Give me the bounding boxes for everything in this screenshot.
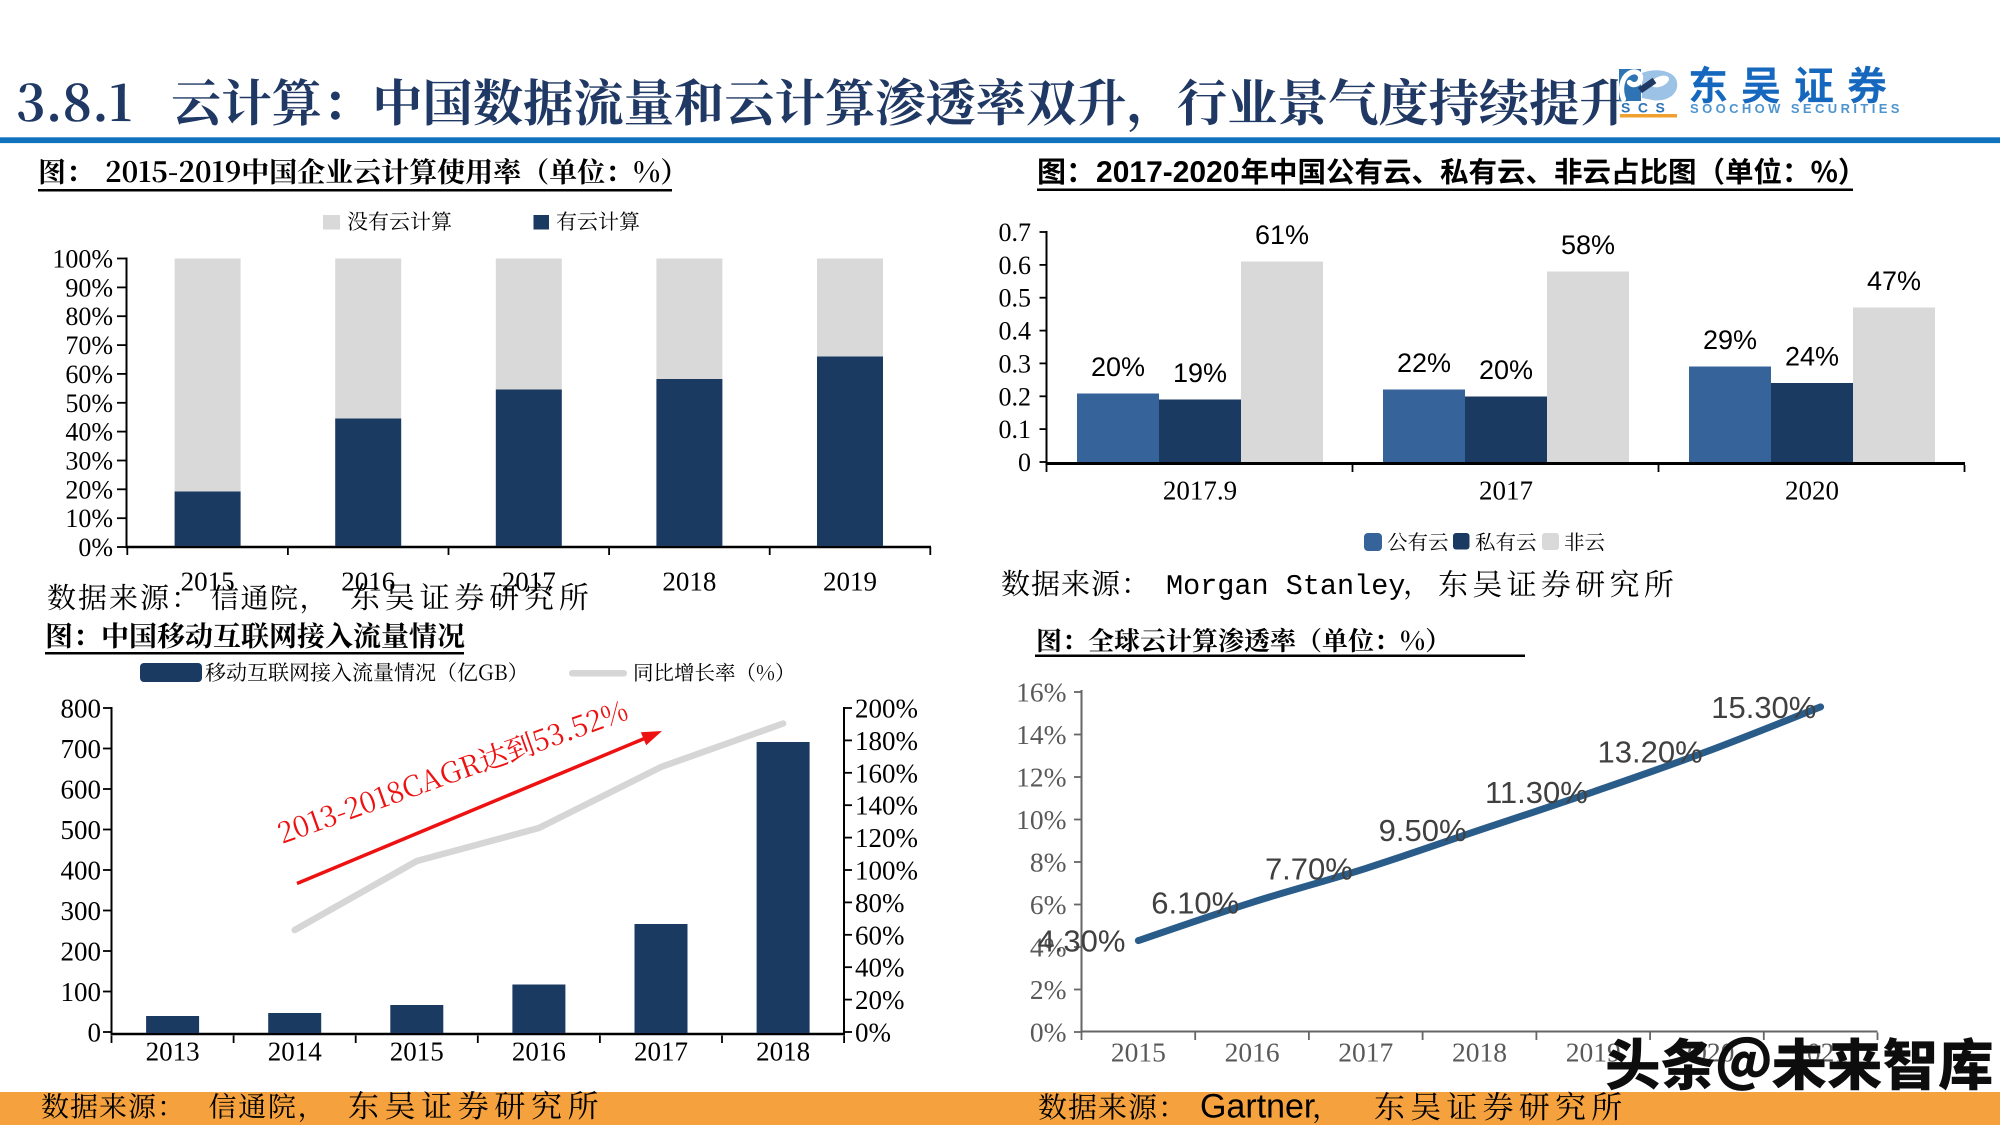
svg-text:6.10%: 6.10% [1151,885,1239,920]
svg-text:200%: 200% [855,694,918,724]
svg-text:2016: 2016 [512,1037,566,1067]
svg-text:2018: 2018 [756,1037,810,1067]
svg-text:100%: 100% [855,856,918,886]
svg-text:50%: 50% [65,389,113,418]
svg-text:700: 700 [61,734,102,764]
svg-text:15.30%: 15.30% [1711,690,1816,725]
svg-text:60%: 60% [65,360,113,389]
svg-text:40%: 40% [855,953,905,983]
svg-text:29%: 29% [1703,325,1757,355]
svg-text:19%: 19% [1173,358,1227,388]
svg-text:2019: 2019 [823,567,877,597]
svg-text:0.5: 0.5 [999,284,1032,313]
svg-text:800: 800 [61,694,102,724]
svg-text:100: 100 [61,977,102,1007]
svg-text:2013: 2013 [146,1037,200,1067]
svg-text:8%: 8% [1030,847,1067,878]
svg-text:0.6: 0.6 [999,251,1032,280]
svg-text:20%: 20% [65,475,113,504]
svg-text:600: 600 [61,775,102,805]
svg-text:0: 0 [1018,448,1031,477]
svg-text:180%: 180% [855,726,918,756]
svg-text:2018: 2018 [662,567,716,597]
svg-text:300: 300 [61,896,102,926]
svg-text:20%: 20% [1479,355,1533,385]
svg-text:6%: 6% [1030,889,1067,920]
svg-text:58%: 58% [1561,230,1615,260]
svg-text:0%: 0% [1030,1017,1067,1048]
svg-text:160%: 160% [855,758,918,788]
svg-text:2017: 2017 [1338,1037,1393,1068]
svg-text:61%: 61% [1255,220,1309,250]
svg-text:2018: 2018 [1452,1037,1507,1068]
svg-text:0%: 0% [78,533,113,562]
svg-text:2%: 2% [1030,974,1067,1005]
svg-text:2015: 2015 [390,1037,444,1067]
svg-text:9.50%: 9.50% [1379,813,1467,848]
svg-text:0.2: 0.2 [999,382,1032,411]
svg-text:24%: 24% [1785,342,1839,372]
svg-text:SCS: SCS [1621,100,1672,116]
svg-text:120%: 120% [855,823,918,853]
svg-text:0.1: 0.1 [999,415,1032,444]
svg-text:10%: 10% [1016,804,1066,835]
svg-text:20%: 20% [855,985,905,1015]
svg-text:0.7: 0.7 [999,218,1032,247]
svg-text:2015: 2015 [1111,1037,1166,1068]
svg-text:0.4: 0.4 [999,317,1032,346]
svg-text:2017: 2017 [634,1037,688,1067]
svg-text:0%: 0% [855,1018,891,1048]
svg-text:2016: 2016 [1225,1037,1280,1068]
svg-text:12%: 12% [1016,762,1066,793]
svg-text:80%: 80% [855,888,905,918]
svg-text:0: 0 [88,1018,102,1048]
svg-text:60%: 60% [855,920,905,950]
svg-text:500: 500 [61,815,102,845]
svg-text:2017.9: 2017.9 [1163,476,1237,506]
svg-text:11.30%: 11.30% [1485,775,1588,810]
svg-text:2016: 2016 [341,567,395,597]
svg-text:2015: 2015 [181,567,235,597]
svg-text:16%: 16% [1016,677,1066,708]
svg-text:47%: 47% [1867,266,1921,296]
svg-text:14%: 14% [1016,719,1066,750]
svg-text:13.20%: 13.20% [1598,735,1703,770]
svg-text:7.70%: 7.70% [1265,851,1353,886]
svg-text:200: 200 [61,937,102,967]
svg-text:4.30%: 4.30% [1038,924,1126,959]
svg-text:40%: 40% [65,418,113,447]
svg-text:30%: 30% [65,447,113,476]
svg-text:90%: 90% [65,273,113,302]
svg-text:140%: 140% [855,791,918,821]
svg-text:2014: 2014 [268,1037,323,1067]
svg-text:22%: 22% [1397,348,1451,378]
svg-text:70%: 70% [65,331,113,360]
svg-text:4%: 4% [1030,932,1067,963]
svg-text:2017: 2017 [1479,476,1533,506]
svg-text:100%: 100% [52,245,113,274]
svg-text:SOOCHOW SECURITIES: SOOCHOW SECURITIES [1690,101,1903,116]
svg-text:80%: 80% [65,302,113,331]
svg-text:400: 400 [61,856,102,886]
svg-text:10%: 10% [65,504,113,533]
svg-text:0.3: 0.3 [999,349,1032,378]
svg-text:20%: 20% [1091,352,1145,382]
svg-text:2020: 2020 [1785,476,1839,506]
